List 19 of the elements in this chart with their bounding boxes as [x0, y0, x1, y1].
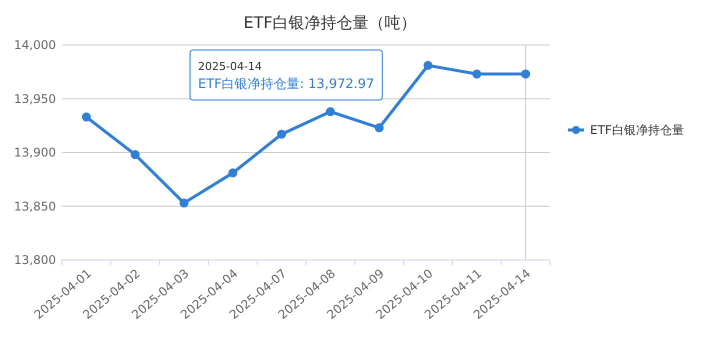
y-tick-label: 13,800 — [14, 253, 56, 267]
y-tick-label: 13,950 — [14, 92, 56, 106]
chart-title: ETF白银净持仓量（吨） — [243, 13, 417, 32]
y-tick-label: 14,000 — [14, 38, 56, 52]
point — [180, 198, 188, 208]
legend-label: ETF白银净持仓量 — [590, 123, 684, 137]
point — [424, 60, 432, 70]
annotation: 2025-04-14 ETF白银净持仓量: 13,972.97 — [198, 60, 374, 92]
y-tick-label: 13,850 — [14, 199, 56, 214]
y-tick-label: 13,900 — [14, 146, 56, 160]
point — [130, 150, 140, 160]
point — [326, 107, 335, 116]
point — [521, 70, 530, 79]
annotation: 2025-04-14 ETF白银净持仓量: 13,972.97 — [190, 50, 383, 100]
point — [228, 168, 238, 178]
point — [82, 112, 91, 122]
point — [277, 130, 286, 139]
point — [472, 70, 482, 79]
point — [374, 123, 384, 132]
